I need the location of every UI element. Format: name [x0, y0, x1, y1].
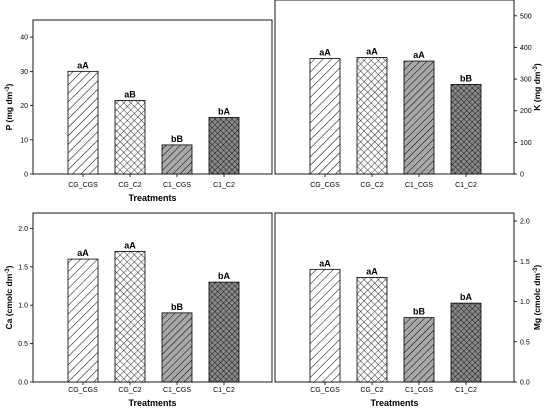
y-tick-label: 0 [520, 172, 524, 179]
y-tick-label: 0.5 [520, 339, 530, 346]
x-category-label: CG_CGS [68, 387, 98, 394]
y-axis-title: K (mg dm-3) [532, 63, 542, 111]
y-axis-title-superscript: -3 [533, 65, 539, 71]
y-axis-title-end: ) [532, 265, 542, 268]
x-category-label: C1_CGS [405, 387, 433, 394]
y-axis-title: P (mg dm-3) [4, 83, 14, 130]
y-tick-label: 2.0 [520, 219, 530, 226]
y-tick-label: 2.0 [18, 226, 28, 233]
bar-data-label: aA [366, 47, 378, 57]
bar [161, 312, 193, 383]
y-tick-label: 30 [20, 69, 28, 76]
y-tick-label: 0.0 [520, 380, 530, 387]
bar-data-label: aA [413, 50, 425, 60]
bar-data-label: bB [171, 302, 183, 312]
bar-data-label: bB [413, 307, 425, 317]
x-axis-title: Treatments [370, 398, 418, 408]
y-tick-label: 1.5 [520, 259, 530, 266]
y-tick-label: 1.0 [18, 303, 28, 310]
bar-data-label: aA [319, 258, 331, 268]
bar [450, 84, 482, 175]
x-category-label: C1_C2 [455, 387, 477, 394]
plot-frame [32, 212, 273, 383]
bar [67, 70, 99, 175]
x-category-label: CG_C2 [360, 387, 383, 394]
bar [114, 100, 146, 175]
bar-data-label: aB [124, 89, 136, 99]
y-tick-label: 0.0 [18, 380, 28, 387]
bar-data-label: aA [77, 248, 89, 258]
y-tick-label: 0 [24, 172, 28, 179]
bar [114, 251, 146, 383]
y-tick-label: 1.0 [520, 299, 530, 306]
x-category-label: CG_C2 [118, 182, 141, 189]
y-axis-title-end: ) [4, 265, 14, 268]
bar-data-label: bA [218, 271, 230, 281]
y-axis-title-text: Mg (cmolc dm [532, 273, 542, 331]
bar-data-label: aA [366, 266, 378, 276]
y-axis-title-superscript: -3 [5, 86, 11, 92]
y-tick-label: 100 [520, 140, 532, 147]
y-axis-title-text: P (mg dm [4, 91, 14, 130]
y-tick-label: 200 [520, 108, 532, 115]
bar [356, 57, 388, 175]
bar-data-label: bA [218, 107, 230, 117]
y-axis-title-end: ) [4, 83, 14, 86]
bar [208, 281, 240, 383]
bar [309, 58, 341, 175]
y-tick-label: 10 [20, 137, 28, 144]
y-tick-label: 300 [520, 77, 532, 84]
panel-bottom-left: 0.0 0.5 1.0 1.5 2.0 aA CG_CGS aA CG_C2 bB C1_CGS bA… [4, 212, 273, 408]
x-category-label: CG_CGS [310, 182, 340, 189]
x-category-label: C1_CGS [163, 182, 191, 189]
bar-data-label: aA [77, 60, 89, 70]
x-category-label: C1_C2 [213, 182, 235, 189]
y-axis-title-text: Ca (cmolc dm [4, 273, 14, 329]
x-category-label: C1_CGS [405, 182, 433, 189]
bar [403, 60, 435, 175]
x-category-label: CG_C2 [360, 182, 383, 189]
x-axis-title: Treatments [128, 398, 176, 408]
bar [161, 144, 193, 175]
plot-frame [274, 212, 515, 383]
y-tick-label: 40 [20, 35, 28, 42]
panel-top-left: 0 10 20 30 40 aA CG_CGS aB CG_C2 bB C1_CGS bA C1_C2 T… [4, 19, 273, 203]
bar-data-label: aA [124, 240, 136, 250]
y-axis-title-superscript: -3 [533, 267, 539, 273]
bar [67, 258, 99, 383]
x-category-label: C1_C2 [455, 182, 477, 189]
bar-data-label: bB [171, 134, 183, 144]
y-tick-label: 20 [20, 103, 28, 110]
bar [309, 268, 341, 383]
y-tick-label: 500 [520, 13, 532, 20]
x-category-label: CG_CGS [310, 387, 340, 394]
y-axis-title-end: ) [532, 63, 542, 66]
x-axis-title: Treatments [128, 193, 176, 203]
y-axis-title: Mg (cmolc dm-3) [532, 265, 542, 331]
plot-frame [32, 19, 273, 175]
y-tick-label: 400 [520, 45, 532, 52]
x-category-label: C1_C2 [213, 387, 235, 394]
bar [403, 317, 435, 383]
plot-frame [274, 0, 515, 175]
bar [208, 117, 240, 175]
panel-top-right: 0 100 200 300 400 500 aA CG_CGS aA CG_C2 aA C1_CGS b… [274, 0, 542, 189]
bar [356, 276, 388, 383]
bar [450, 302, 482, 383]
y-axis-title-superscript: -3 [5, 268, 11, 274]
y-tick-label: 1.5 [18, 264, 28, 271]
bar-data-label: aA [319, 48, 331, 58]
y-axis-title: Ca (cmolc dm-3) [4, 265, 14, 329]
y-axis-title-text: K (mg dm [532, 71, 542, 111]
bar-data-label: bB [460, 73, 472, 83]
panel-bottom-right: 0.0 0.5 1.0 1.5 2.0 aA CG_CGS aA CG_C2 bB C1_CGS bA… [274, 212, 542, 408]
x-category-label: CG_CGS [68, 182, 98, 189]
x-category-label: CG_C2 [118, 387, 141, 394]
x-category-label: C1_CGS [163, 387, 191, 394]
bar-data-label: bA [460, 292, 472, 302]
y-tick-label: 0.5 [18, 341, 28, 348]
